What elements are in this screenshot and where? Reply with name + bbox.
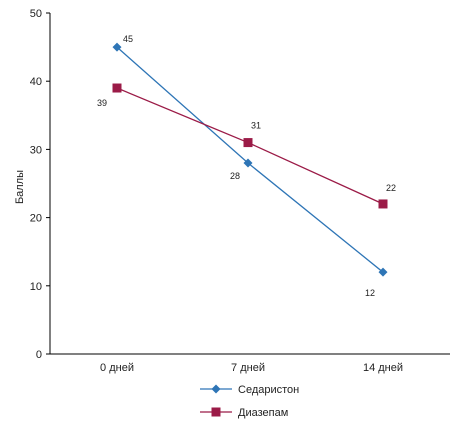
data-label: 28 xyxy=(230,171,240,181)
data-label: 31 xyxy=(251,121,261,131)
y-tick-label: 30 xyxy=(30,144,42,156)
x-tick-label: 0 дней xyxy=(100,362,134,374)
legend-item: Диазепам xyxy=(200,407,288,419)
axes: 0 10 20 30 40 50 0 дней 7 дней 14 дней xyxy=(30,8,450,374)
series-point-diamond xyxy=(243,158,253,168)
series-point-diamond xyxy=(112,42,122,52)
data-label: 45 xyxy=(123,34,133,44)
data-label: 22 xyxy=(386,183,396,193)
data-label: 39 xyxy=(97,98,107,108)
data-label: 12 xyxy=(365,288,375,298)
series-point-square xyxy=(211,407,221,417)
y-tick-label: 40 xyxy=(30,76,42,88)
legend-item: Седаристон xyxy=(200,384,299,396)
y-tick-label: 10 xyxy=(30,281,42,293)
series-line xyxy=(116,46,384,273)
legend: Седаристон Диазепам xyxy=(200,384,299,419)
series-point-square xyxy=(378,199,388,209)
legend-label: Диазепам xyxy=(238,407,288,419)
y-axis-label: Баллы xyxy=(14,170,26,204)
y-tick-label: 20 xyxy=(30,213,42,225)
series-point-square xyxy=(243,138,253,148)
legend-label: Седаристон xyxy=(238,384,299,396)
series-1: 45 28 12 xyxy=(112,34,388,298)
series-point-square xyxy=(112,83,122,93)
x-tick-label: 7 дней xyxy=(231,362,265,374)
series-layer: 45 28 12 39 31 22 xyxy=(97,34,396,298)
y-tick-label: 50 xyxy=(30,8,42,20)
x-tick-label: 14 дней xyxy=(363,362,403,374)
y-tick-label: 0 xyxy=(36,349,42,361)
series-point-diamond xyxy=(211,384,221,394)
series-point-diamond xyxy=(378,267,388,277)
series-2: 39 31 22 xyxy=(97,83,396,209)
